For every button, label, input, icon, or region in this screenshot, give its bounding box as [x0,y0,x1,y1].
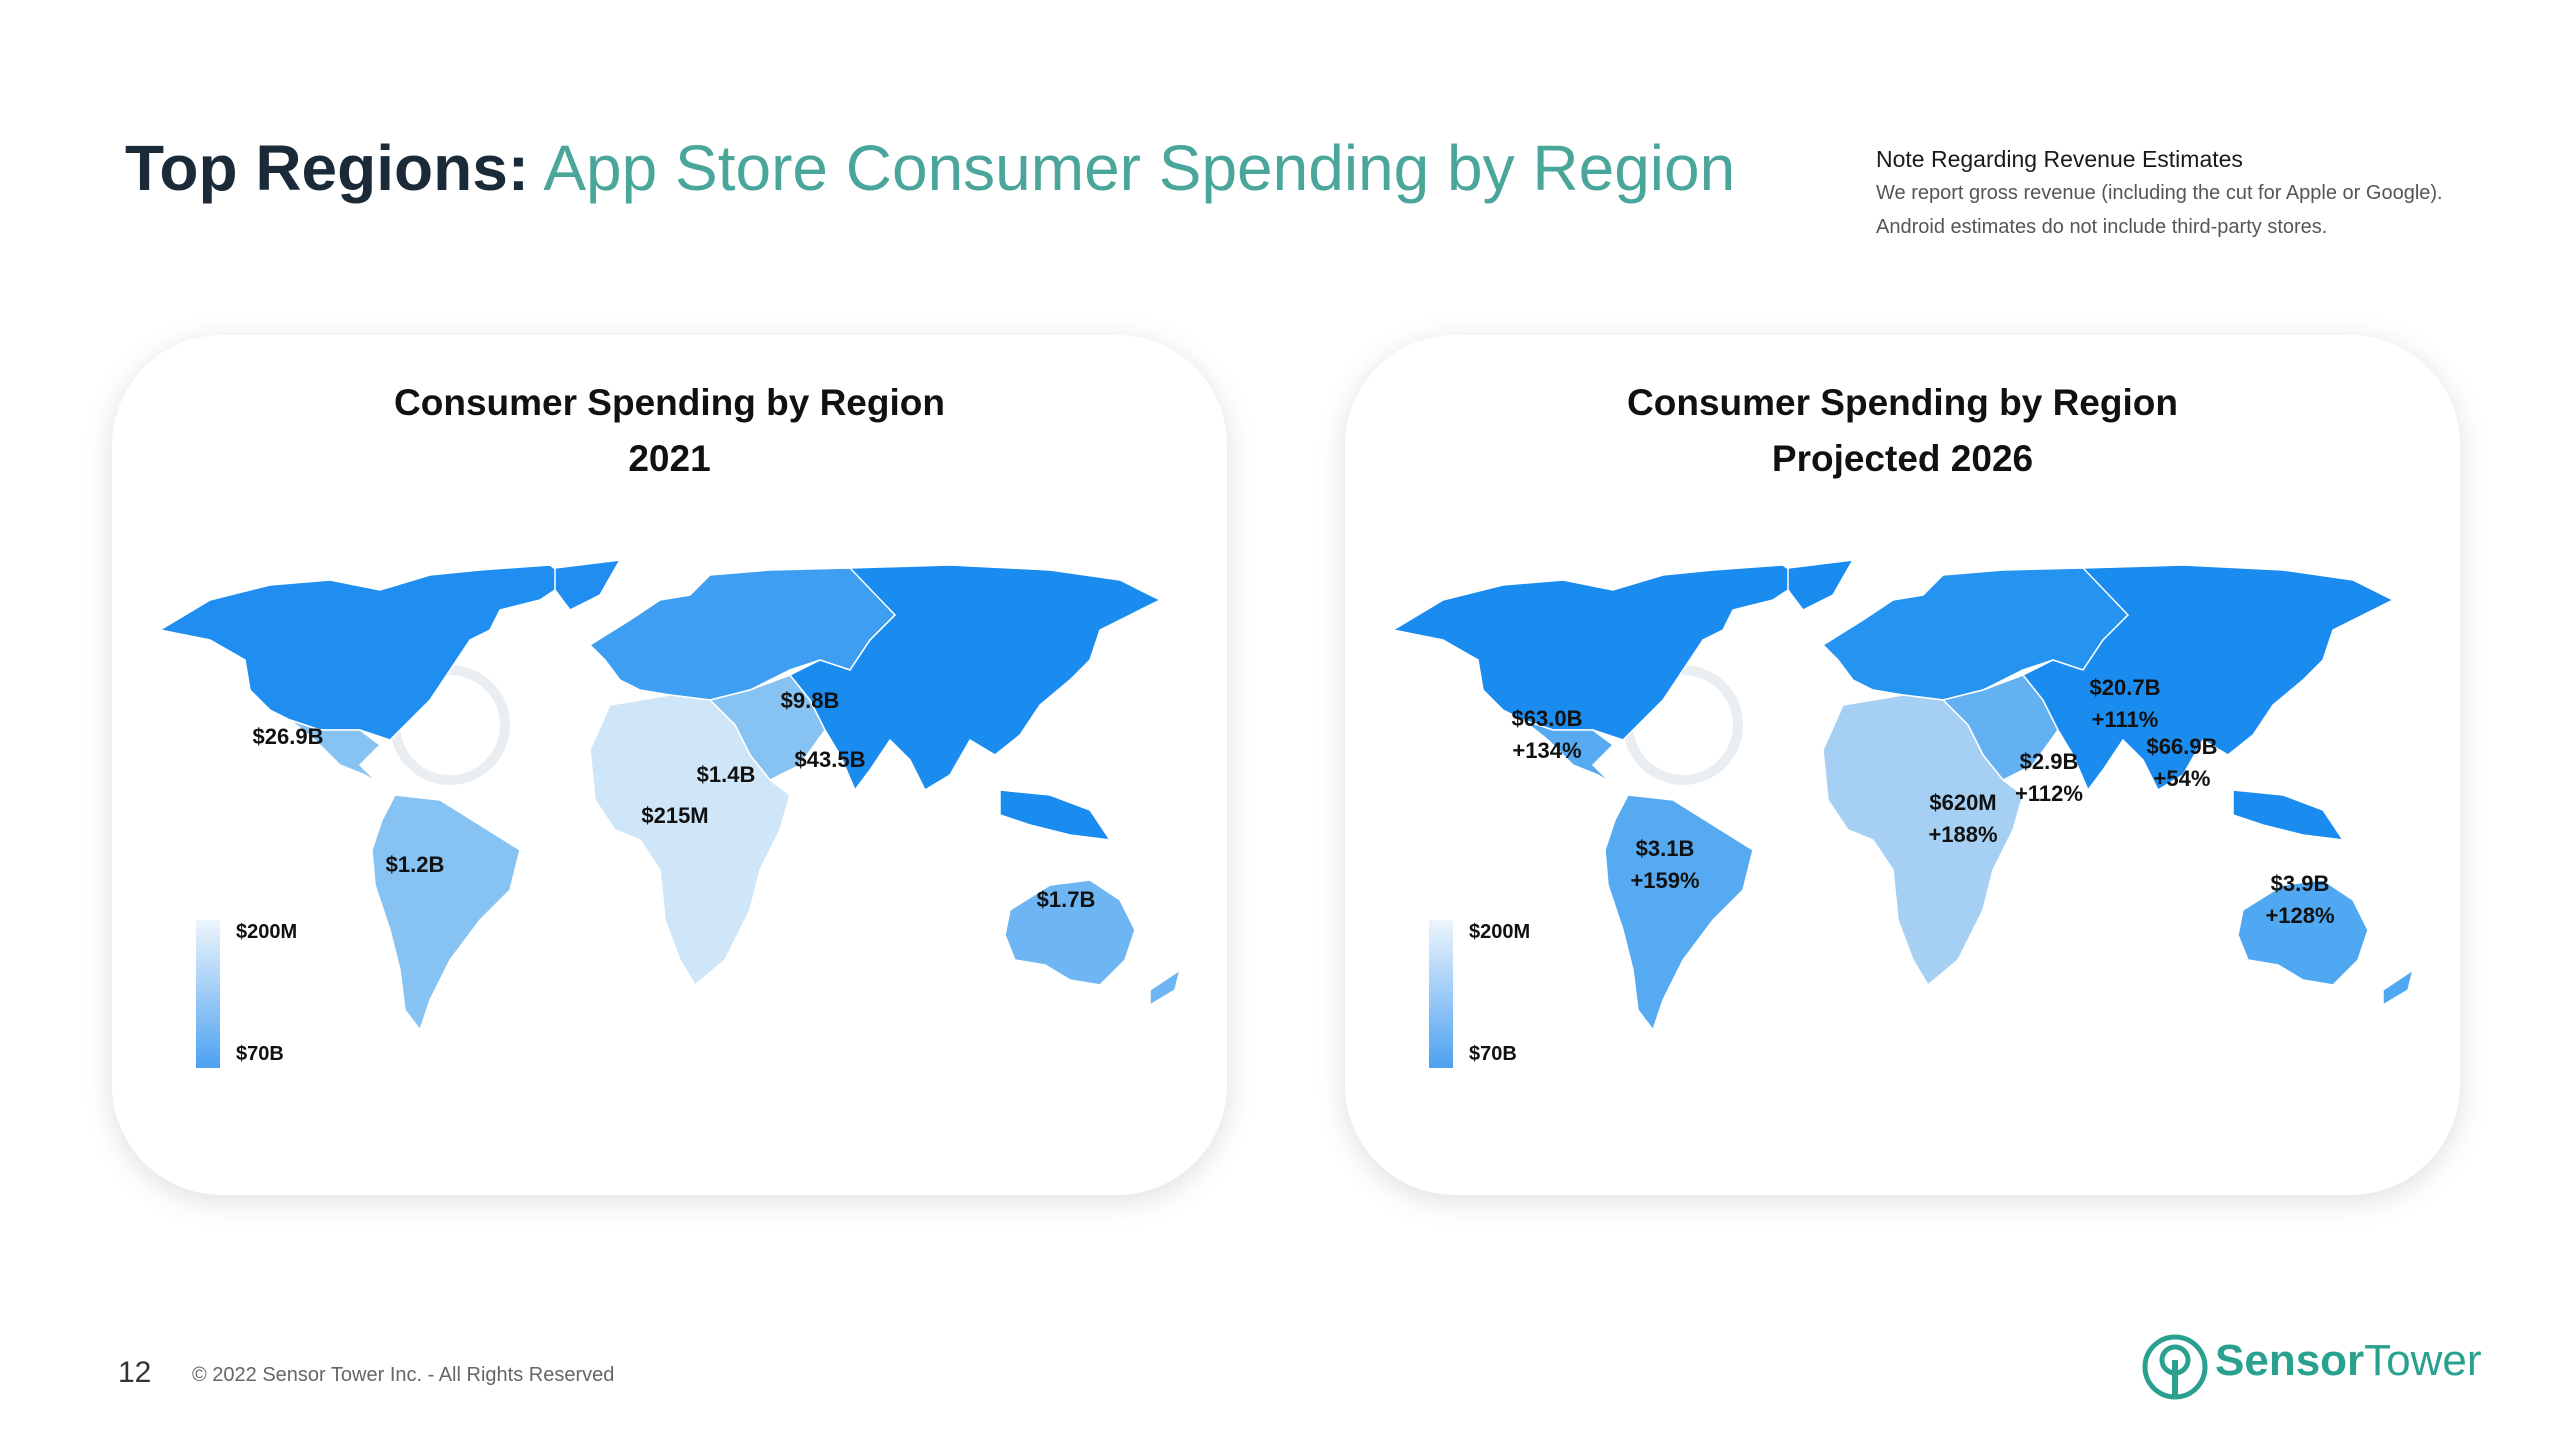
region-latin-america [289,719,411,796]
world-map [1390,559,2415,1032]
sensor-tower-logo-icon [2142,1334,2208,1400]
world-map [157,559,1182,1032]
region-value: $43.5B [794,747,866,772]
map-card-2021: Consumer Spending by Region 2021 $200M $… [112,335,1227,1195]
page-title-bold: Top Regions: [125,132,530,204]
region-label-latin-america: $1.2B [386,849,445,881]
region-value: $63.0B [1511,706,1583,731]
map-card-2026: Consumer Spending by Region Projected 20… [1345,335,2460,1195]
region-growth: +112% [2015,781,2083,806]
region-value: $26.9B [252,724,324,749]
region-asia [2021,564,2395,792]
sensor-tower-logo-text: SensorTower [2215,1336,2482,1386]
map-subtitle: 2021 [628,438,711,479]
region-growth: +159% [1630,868,1700,893]
legend-gradient-bar [1429,920,1453,1068]
note-line-2: Android estimates do not include third-p… [1876,216,2328,238]
region-value: $1.4B [696,762,756,787]
region-label-africa: $215M [641,800,708,832]
logo-text-bold: Sensor [2215,1336,2365,1385]
note-title: Note Regarding Revenue Estimates [1876,146,2243,172]
region-asia-1 [999,789,1112,841]
region-label-oceania: $1.7B [1037,884,1096,916]
region-label-asia: $43.5B [795,744,866,776]
region-growth: +128% [2265,903,2335,928]
map-title: Consumer Spending by Region [394,382,945,423]
region-value: $66.9B [2146,734,2218,759]
region-label-asia: $66.9B +54% [2147,731,2218,795]
page-title-light: App Store Consumer Spending by Region [543,132,1736,204]
legend-low-label: $200M [1469,921,1531,943]
region-asia-1 [2232,789,2345,841]
legend-high-label: $70B [236,1043,284,1065]
map-title: Consumer Spending by Region [1627,382,2178,423]
region-latin-america-1 [371,794,521,1032]
region-label-north-america: $26.9B [253,721,324,753]
region-north-america-1 [1787,559,1855,611]
region-africa [1822,694,2024,987]
region-oceania-1 [2382,968,2415,1007]
map-subtitle: Projected 2026 [1771,438,2034,479]
region-label-latin-america: $3.1B +159% [1630,833,1699,897]
region-oceania-1 [1149,968,1182,1007]
region-oceania [1004,879,1136,986]
region-north-america [1390,564,1805,741]
region-label-middle-east: $2.9B +112% [2015,746,2083,810]
legend-gradient-bar [196,920,220,1068]
region-value: $3.9B [2270,871,2330,896]
region-value: $1.7B [1036,887,1096,912]
region-africa [589,694,791,987]
region-growth: +188% [1928,822,1998,847]
region-north-america-1 [554,559,622,611]
region-value: $9.8B [780,688,840,713]
legend-low-label: $200M [236,921,298,943]
region-growth: +111% [2091,707,2159,732]
note-line-1: We report gross revenue (including the c… [1876,182,2443,204]
region-value: $215M [641,803,709,828]
copyright-text: © 2022 Sensor Tower Inc. - All Rights Re… [192,1364,615,1386]
region-value: $620M [1929,790,1997,815]
region-value: $2.9B [2019,749,2079,774]
region-latin-america-1 [1604,794,1754,1032]
page-number: 12 [118,1356,152,1389]
legend-high-label: $70B [1469,1043,1517,1065]
region-growth: +54% [2153,766,2211,791]
region-value: $20.7B [2089,675,2161,700]
region-label-africa: $620M +188% [1928,787,1997,851]
region-oceania [2237,879,2369,986]
revenue-note: Note Regarding Revenue Estimates We repo… [1876,142,2516,244]
page-title: Top Regions: App Store Consumer Spending… [125,128,1735,208]
region-label-north-america: $63.0B +134% [1512,703,1583,767]
region-value: $3.1B [1635,836,1695,861]
region-value: $1.2B [385,852,445,877]
region-growth: +134% [1512,738,1582,763]
logo-text-light: Tower [2364,1336,2482,1385]
region-label-europe: $9.8B [781,685,840,717]
region-label-oceania: $3.9B +128% [2265,868,2334,932]
region-label-middle-east: $1.4B [697,759,756,791]
region-asia [788,564,1162,792]
region-label-europe: $20.7B +111% [2090,672,2161,736]
region-latin-america [1522,719,1644,796]
region-north-america [157,564,572,741]
